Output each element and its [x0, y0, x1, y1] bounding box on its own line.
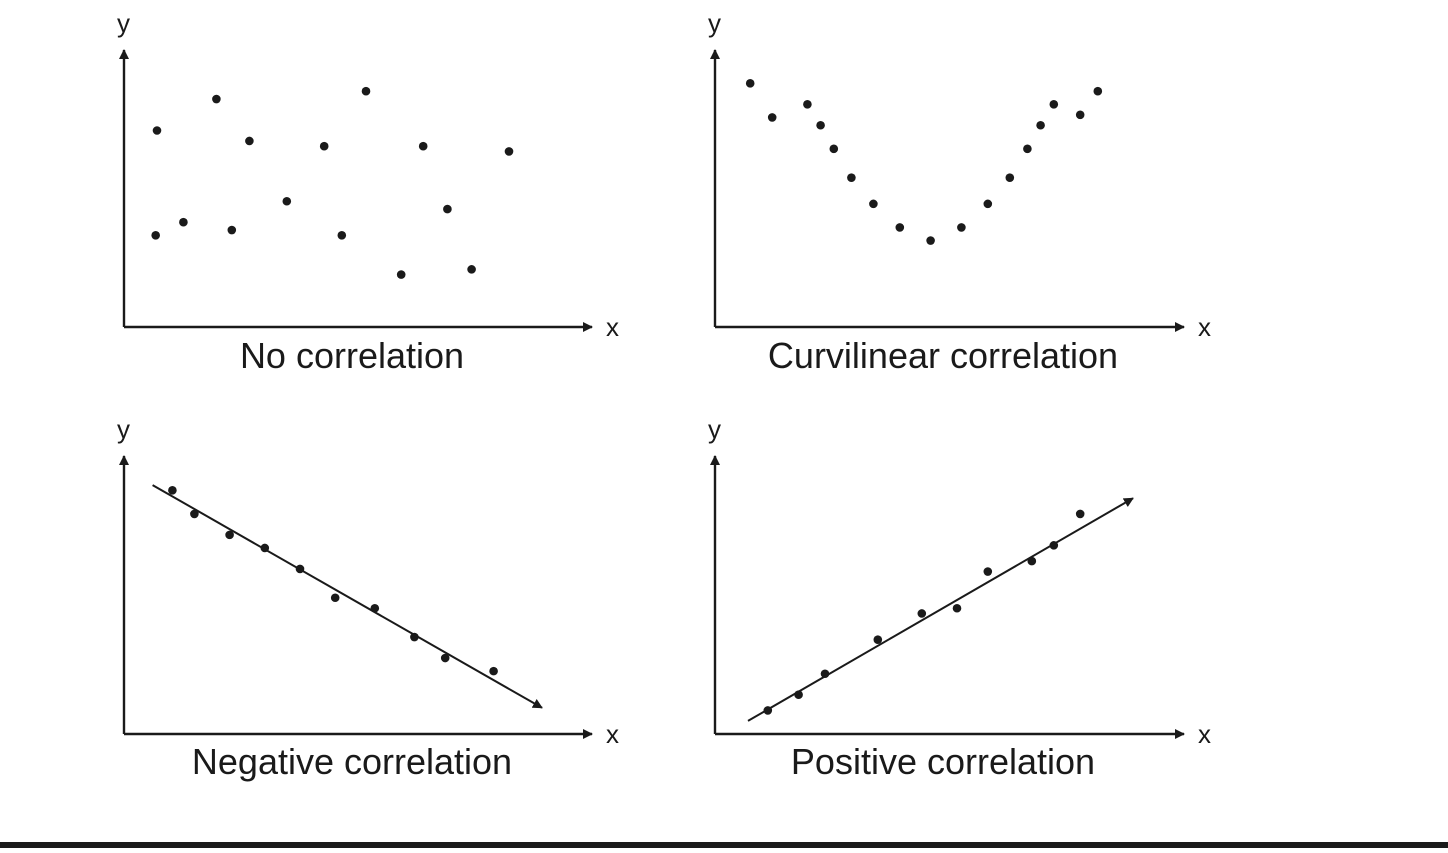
data-point: [1023, 144, 1032, 154]
data-point: [763, 706, 773, 715]
data-point: [337, 231, 347, 240]
data-point: [245, 136, 254, 146]
data-point: [151, 231, 160, 240]
data-point: [1049, 100, 1059, 109]
data-point: [1093, 86, 1103, 96]
data-point: [794, 690, 803, 699]
panel-curvilinear-correlation: x y Curvilinear correlation: [708, 8, 1211, 376]
data-point: [829, 144, 839, 154]
x-axis-label: x: [606, 312, 619, 342]
data-point: [489, 666, 498, 676]
data-point: [212, 94, 221, 104]
x-axis-label: x: [1198, 312, 1211, 342]
data-point: [767, 113, 777, 122]
data-point: [983, 199, 993, 209]
data-points: [168, 486, 498, 676]
data-point: [1075, 509, 1085, 519]
data-point: [410, 632, 419, 642]
data-point: [467, 265, 476, 274]
y-axis-label: y: [117, 8, 130, 38]
x-axis-label: x: [606, 719, 619, 749]
panel-positive-correlation: x y Positive correlation: [708, 414, 1211, 782]
data-point: [282, 196, 292, 206]
data-point: [869, 199, 878, 209]
data-point: [1036, 120, 1045, 130]
data-point: [168, 486, 177, 495]
data-point: [917, 609, 927, 618]
data-point: [190, 509, 199, 519]
data-point: [443, 204, 452, 214]
data-point: [440, 653, 450, 663]
data-point: [873, 635, 883, 644]
data-point: [1005, 173, 1015, 182]
data-point: [504, 147, 514, 156]
panel-title: Negative correlation: [192, 741, 512, 782]
panel-title: No correlation: [240, 335, 464, 376]
data-point: [983, 567, 993, 576]
data-point: [260, 543, 270, 553]
data-point: [396, 270, 406, 279]
data-points: [763, 509, 1085, 715]
data-point: [1049, 541, 1059, 550]
data-point: [319, 141, 329, 151]
panel-title: Curvilinear correlation: [768, 335, 1118, 376]
panel-no-correlation: x y No correlation: [117, 8, 619, 376]
panel-negative-correlation: x y Negative correlation: [117, 414, 619, 782]
data-points: [151, 86, 514, 279]
data-point: [295, 564, 305, 574]
data-point: [745, 79, 755, 88]
panel-title: Positive correlation: [791, 741, 1095, 782]
data-point: [225, 530, 234, 540]
data-point: [957, 223, 966, 232]
data-point: [1027, 556, 1037, 566]
data-point: [361, 86, 371, 96]
data-point: [952, 603, 962, 613]
data-point: [816, 120, 825, 130]
y-axis-label: y: [708, 414, 721, 444]
data-point: [1075, 110, 1085, 120]
trend-line-arrow: [747, 497, 1134, 722]
data-point: [895, 223, 905, 232]
y-axis-label: y: [117, 414, 130, 444]
data-point: [330, 593, 340, 603]
data-point: [820, 669, 830, 679]
data-point: [926, 236, 935, 245]
data-point: [803, 100, 812, 109]
trend-line-arrow: [152, 484, 543, 709]
x-axis-label: x: [1198, 719, 1211, 749]
data-point: [227, 225, 237, 235]
data-point: [847, 173, 856, 182]
data-point: [370, 603, 380, 613]
bottom-rule: [0, 842, 1448, 848]
data-point: [179, 217, 188, 227]
data-points: [745, 79, 1103, 245]
data-point: [152, 126, 162, 135]
y-axis-label: y: [708, 8, 721, 38]
data-point: [418, 141, 428, 151]
